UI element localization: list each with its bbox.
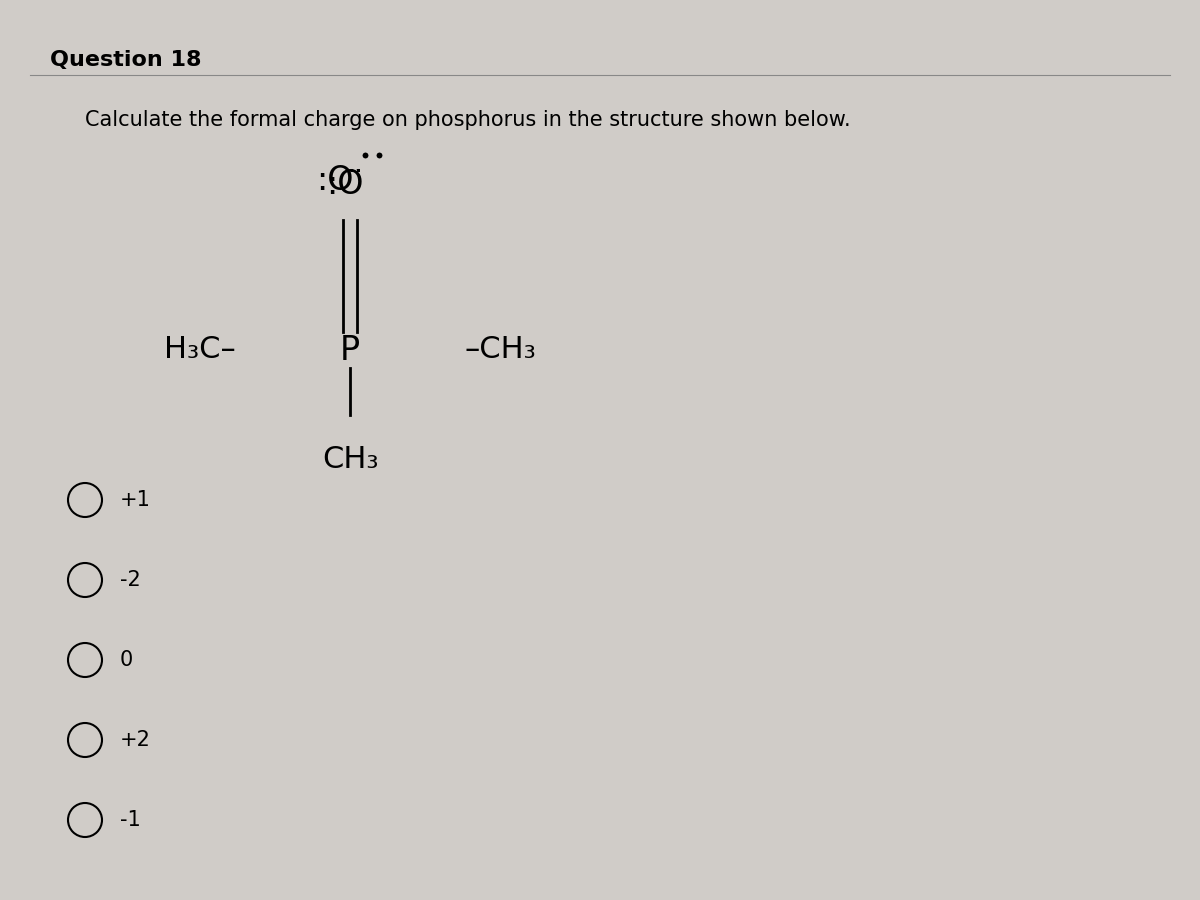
Text: +1: +1 (120, 490, 151, 510)
Text: –CH₃: –CH₃ (464, 336, 536, 364)
Text: 0: 0 (120, 650, 133, 670)
Text: -1: -1 (120, 810, 140, 830)
Text: +2: +2 (120, 730, 151, 750)
Text: -2: -2 (120, 570, 140, 590)
Text: CH₃: CH₃ (322, 446, 378, 474)
Text: :O: :O (317, 164, 354, 196)
Text: Calculate the formal charge on phosphorus in the structure shown below.: Calculate the formal charge on phosphoru… (85, 110, 851, 130)
Text: :Ö: :Ö (326, 168, 364, 202)
Text: P: P (340, 334, 360, 366)
Text: Question 18: Question 18 (50, 50, 202, 70)
Text: H₃C–: H₃C– (164, 336, 236, 364)
